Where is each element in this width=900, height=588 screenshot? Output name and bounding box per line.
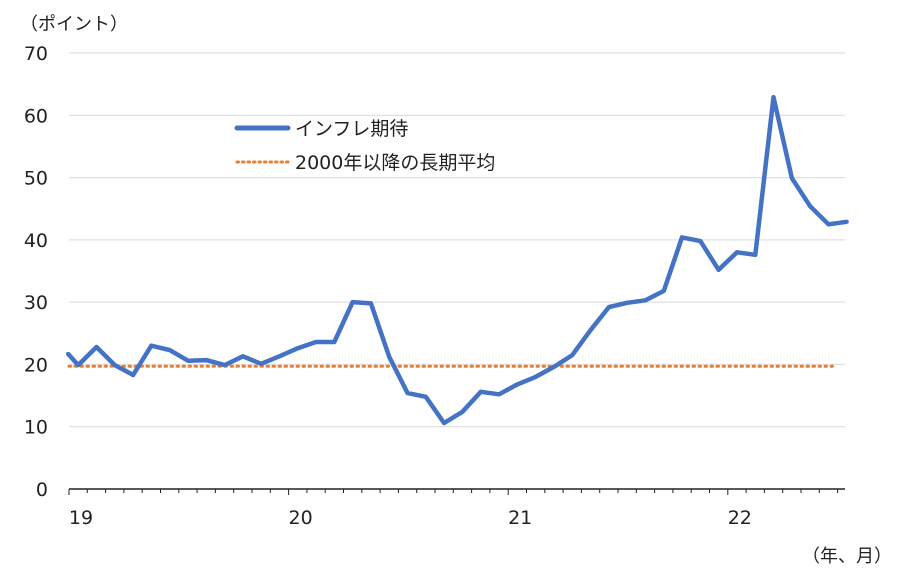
- data-point: [240, 354, 245, 359]
- data-point: [680, 235, 685, 240]
- data-point: [844, 219, 849, 224]
- y-tick-label: 50: [24, 168, 48, 190]
- data-point: [533, 374, 538, 379]
- data-point: [716, 267, 721, 272]
- data-point: [405, 391, 410, 396]
- x-tick-label: 19: [69, 507, 93, 529]
- y-axis-label: （ポイント）: [20, 14, 128, 35]
- x-tick-label: 22: [728, 507, 752, 529]
- inflation-expectation-line: [66, 94, 848, 426]
- legend-label-average: 2000年以降の長期平均: [295, 152, 495, 174]
- data-point: [350, 300, 355, 305]
- data-point: [442, 420, 447, 425]
- y-tick-label: 40: [24, 230, 48, 252]
- data-point: [149, 343, 154, 348]
- legend: インフレ期待 2000年以降の長期平均: [234, 118, 495, 174]
- data-point: [112, 363, 117, 368]
- data-point: [76, 363, 81, 368]
- x-tick-label: 20: [289, 507, 313, 529]
- y-tick-label: 70: [24, 43, 48, 65]
- data-point: [515, 382, 520, 387]
- data-point: [753, 252, 758, 257]
- data-point: [368, 301, 373, 306]
- data-point: [588, 328, 593, 333]
- data-point: [295, 346, 300, 351]
- data-point: [478, 389, 483, 394]
- data-point: [204, 358, 209, 363]
- data-point: [94, 344, 99, 349]
- y-tick-label: 20: [24, 354, 48, 376]
- data-point: [606, 305, 611, 310]
- data-point: [698, 239, 703, 244]
- x-axis-label: （年、月）: [802, 546, 892, 567]
- legend-label-inflation: インフレ期待: [295, 118, 408, 140]
- y-tick-label: 30: [24, 292, 48, 314]
- data-point: [771, 95, 776, 100]
- y-tick-label: 60: [24, 105, 48, 127]
- data-point: [551, 364, 556, 369]
- data-point: [826, 222, 831, 227]
- data-point: [789, 176, 794, 181]
- data-point: [314, 340, 319, 345]
- data-point: [460, 409, 465, 414]
- y-axis: 0 10 20 30 40 50 60 70: [24, 43, 48, 501]
- data-point: [808, 204, 813, 209]
- data-point: [222, 363, 227, 368]
- data-point: [131, 373, 136, 378]
- data-point: [570, 353, 575, 358]
- y-tick-label: 0: [36, 479, 48, 501]
- y-tick-label: 10: [24, 417, 48, 439]
- data-point: [423, 394, 428, 399]
- data-point: [259, 361, 264, 366]
- gridlines: [69, 52, 845, 428]
- data-point: [167, 348, 172, 353]
- data-point: [625, 300, 630, 305]
- data-point: [661, 288, 666, 293]
- x-tick-label: 21: [508, 507, 532, 529]
- x-axis: 19 20 21 22: [68, 488, 845, 529]
- data-point: [277, 354, 282, 359]
- series: [66, 94, 849, 426]
- data-point: [66, 351, 70, 356]
- data-point: [497, 392, 502, 397]
- data-point: [185, 358, 190, 363]
- data-point: [734, 250, 739, 255]
- data-point: [643, 298, 648, 303]
- data-point: [387, 354, 392, 359]
- data-point: [332, 340, 337, 345]
